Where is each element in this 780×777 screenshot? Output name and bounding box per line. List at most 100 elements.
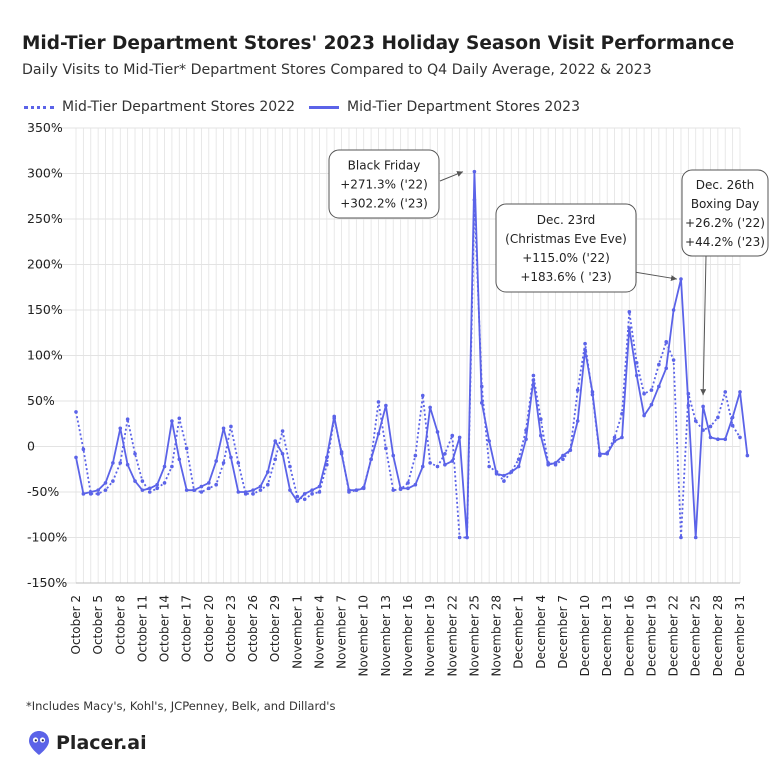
chart-subtitle: Daily Visits to Mid-Tier* Department Sto… xyxy=(22,62,652,78)
brand-name: Placer.ai xyxy=(56,732,147,754)
data-point-2022 xyxy=(221,461,226,465)
data-point-2023 xyxy=(103,481,108,485)
y-tick-label: 100% xyxy=(27,348,63,363)
data-point-2022 xyxy=(627,310,632,314)
x-tick-label: October 2 xyxy=(69,595,83,654)
x-tick-label: November 19 xyxy=(423,595,437,677)
data-point-2022 xyxy=(420,393,425,398)
data-point-2023 xyxy=(243,490,248,494)
data-point-2023 xyxy=(295,499,300,503)
placer-pin-icon xyxy=(29,731,49,755)
data-point-2023 xyxy=(693,535,698,540)
data-point-2023 xyxy=(664,366,669,371)
data-point-2023 xyxy=(657,384,661,389)
data-point-2023 xyxy=(177,457,182,462)
data-point-2022 xyxy=(236,461,241,465)
data-point-2022 xyxy=(642,391,646,396)
data-point-2023 xyxy=(509,470,514,474)
data-point-2023 xyxy=(487,439,491,443)
y-tick-label: 350% xyxy=(27,120,63,135)
legend-solid-line-icon xyxy=(309,105,339,109)
data-point-2022 xyxy=(716,415,720,420)
data-point-2023 xyxy=(339,451,344,456)
y-tick-label: 50% xyxy=(27,393,55,408)
data-point-2023 xyxy=(361,486,366,491)
data-point-2023 xyxy=(391,453,396,458)
legend: Mid-Tier Department Stores 2022 Mid-Tier… xyxy=(24,99,594,115)
annotation-arrow xyxy=(700,255,707,396)
legend-label-2023: Mid-Tier Department Stores 2023 xyxy=(347,99,580,115)
data-point-2023 xyxy=(199,484,204,489)
data-point-2023 xyxy=(376,431,381,436)
data-point-2023 xyxy=(184,488,189,492)
data-point-2023 xyxy=(428,405,432,410)
data-point-2023 xyxy=(81,492,86,496)
data-point-2022 xyxy=(502,479,506,483)
data-point-2023 xyxy=(524,437,528,442)
data-point-2023 xyxy=(170,419,174,423)
data-point-2023 xyxy=(620,435,624,440)
data-point-2023 xyxy=(420,464,425,469)
data-point-2023 xyxy=(384,403,388,408)
data-point-2022 xyxy=(251,492,255,496)
x-tick-label: October 17 xyxy=(180,595,194,662)
data-point-2023 xyxy=(413,482,418,487)
data-point-2022 xyxy=(583,341,587,346)
annotation-text: Black Friday xyxy=(348,159,421,173)
data-point-2022 xyxy=(664,340,669,344)
data-point-2023 xyxy=(354,488,359,492)
data-point-2022 xyxy=(391,488,396,492)
data-point-2023 xyxy=(502,473,506,478)
data-point-2023 xyxy=(332,414,337,419)
footnote: *Includes Macy's, Kohl's, JCPenney, Belk… xyxy=(26,699,336,713)
x-tick-label: December 19 xyxy=(644,595,658,676)
data-point-2023 xyxy=(539,433,543,438)
data-point-2023 xyxy=(96,488,100,492)
x-tick-label: November 13 xyxy=(379,595,393,677)
data-point-2022 xyxy=(103,488,108,492)
data-point-2023 xyxy=(531,378,536,382)
x-tick-label: December 10 xyxy=(578,595,592,676)
annotation-text: (Christmas Eve Eve) xyxy=(505,232,627,246)
x-tick-label: October 29 xyxy=(268,595,282,662)
data-point-2023 xyxy=(406,486,410,491)
annotation-text: +44.2% ('23) xyxy=(685,235,765,249)
data-point-2023 xyxy=(568,448,573,452)
data-point-2023 xyxy=(605,451,609,456)
annotation-text: +183.6% ( '23) xyxy=(520,270,611,284)
data-point-2022 xyxy=(147,490,152,494)
data-point-2023 xyxy=(516,464,521,469)
annotation-box xyxy=(681,169,769,257)
data-point-2022 xyxy=(229,424,233,429)
data-point-2023 xyxy=(273,439,278,443)
data-point-2023 xyxy=(457,435,462,440)
x-tick-label: December 4 xyxy=(534,595,548,669)
data-point-2022 xyxy=(384,446,388,451)
data-point-2022 xyxy=(207,486,211,491)
data-point-2022 xyxy=(96,492,100,496)
x-tick-label: November 22 xyxy=(445,595,459,677)
data-point-2022 xyxy=(723,390,728,394)
data-point-2023 xyxy=(302,492,307,496)
data-point-2023 xyxy=(398,486,403,491)
legend-item-2022: Mid-Tier Department Stores 2022 xyxy=(24,99,295,115)
data-point-2022 xyxy=(406,481,410,485)
data-point-2023 xyxy=(88,490,93,494)
data-point-2023 xyxy=(347,488,351,492)
data-point-2023 xyxy=(649,402,654,407)
data-point-2023 xyxy=(612,439,617,443)
data-point-2022 xyxy=(730,423,735,428)
data-point-2022 xyxy=(657,362,661,367)
x-tick-label: November 25 xyxy=(467,595,481,677)
x-tick-label: November 1 xyxy=(290,595,304,669)
data-point-2022 xyxy=(671,358,676,362)
data-point-2023 xyxy=(369,457,373,462)
x-tick-label: December 31 xyxy=(733,595,747,676)
data-point-2023 xyxy=(598,451,602,456)
x-tick-label: November 10 xyxy=(357,595,371,677)
data-point-2023 xyxy=(561,453,565,458)
data-point-2023 xyxy=(288,488,292,492)
data-point-2022 xyxy=(612,435,617,440)
data-point-2023 xyxy=(465,535,469,540)
annotation-text: +26.2% ('22) xyxy=(685,216,765,230)
